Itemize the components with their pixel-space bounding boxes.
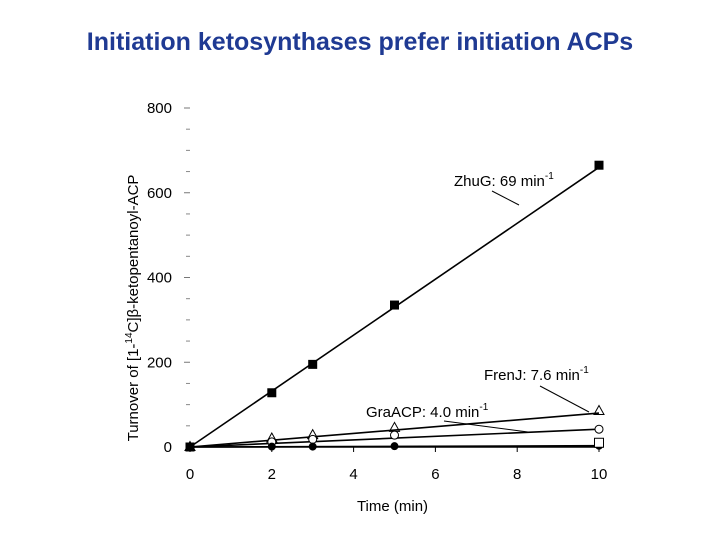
annotation-leader	[491, 190, 520, 206]
data-point-control	[186, 443, 194, 451]
data-point-zhug	[308, 359, 318, 369]
data-point-zhug	[390, 300, 399, 310]
y-tick-label: 600	[147, 185, 172, 202]
data-point-control	[267, 442, 276, 451]
data-point-graacp	[390, 430, 399, 440]
y-tick-label: 0	[164, 439, 172, 456]
slide-title: Initiation ketosynthases prefer initiati…	[86, 28, 634, 56]
data-point-frenj	[593, 404, 605, 415]
data-point-extra	[594, 437, 604, 448]
x-axis-label: Time (min)	[357, 498, 428, 515]
data-markers	[184, 160, 605, 452]
y-axis-label: Turnover of [1-14C]β-ketopentanoyl-ACP	[124, 175, 142, 442]
data-point-graacp	[308, 434, 318, 444]
y-tick-label: 800	[147, 100, 172, 117]
annotation-graacp: GraACP: 4.0 min-1	[366, 402, 489, 421]
annotation-zhug: ZhuG: 69 min-1	[454, 171, 554, 190]
x-tick-label: 8	[513, 466, 521, 483]
data-point-graacp	[594, 424, 604, 434]
data-point-control	[390, 442, 399, 451]
fit-line-frenj	[189, 412, 600, 448]
annotations: ZhuG: 69 min-1 FrenJ: 7.6 min-1 GraACP: 4.…	[366, 171, 590, 433]
data-point-control	[308, 442, 317, 451]
annotation-frenj: FrenJ: 7.6 min-1	[484, 365, 589, 384]
y-tick-label: 400	[147, 270, 172, 287]
x-tick-label: 4	[349, 466, 357, 483]
annotation-leader	[539, 385, 590, 413]
data-point-zhug	[594, 160, 604, 170]
annotation-leader	[443, 420, 529, 433]
x-tick-label: 2	[268, 466, 276, 483]
x-tick-label: 0	[186, 466, 194, 483]
axes: 0 2 4 6 8 10 Time (min) 0 200 400 600 800 Turnover o…	[124, 100, 607, 515]
data-point-zhug	[267, 388, 277, 398]
y-tick-label: 200	[147, 354, 172, 371]
x-tick-label: 10	[591, 466, 608, 483]
x-tick-label: 6	[431, 466, 439, 483]
